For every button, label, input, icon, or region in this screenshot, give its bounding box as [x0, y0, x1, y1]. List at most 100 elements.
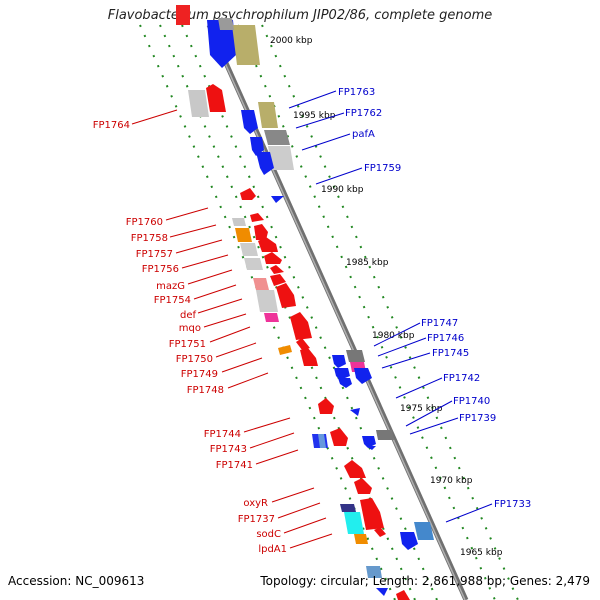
gene-box	[340, 504, 356, 512]
gene-box	[253, 278, 269, 290]
gene-label: FP1760	[126, 217, 163, 228]
gene-box	[188, 90, 209, 117]
gene-label: FP1758	[131, 233, 168, 244]
gene-box	[235, 228, 252, 242]
gene-label: FP1746	[427, 333, 464, 344]
gene-arrow	[270, 274, 286, 286]
gene-features	[176, 5, 434, 600]
gene-label: FP1743	[210, 444, 247, 455]
label-leaders	[131, 90, 493, 549]
gene-label: pafA	[352, 129, 375, 140]
gene-box	[366, 566, 382, 578]
tick-label: 2000 kbp	[270, 36, 313, 46]
genome-summary-text: Topology: circular; Length: 2,861,988 bp…	[260, 574, 590, 588]
gene-label: FP1742	[443, 373, 480, 384]
gene-arrow	[250, 137, 264, 156]
gene-box	[258, 102, 278, 128]
gene-box	[376, 430, 394, 440]
gene-arrow	[332, 355, 346, 368]
gene-label: FP1751	[169, 339, 206, 350]
gene-box	[268, 146, 294, 170]
gene-arrow	[350, 408, 360, 416]
gene-arrow	[366, 446, 376, 450]
left-gene-labels: FP1764 FP1760 FP1758 FP1757 FP1756 mazG …	[93, 120, 287, 555]
gene-arrow	[334, 368, 350, 380]
gene-label: FP1744	[204, 429, 241, 440]
gene-arrow	[354, 478, 372, 494]
map-title: Flavobacterium psychrophilum JIP02/86, c…	[107, 8, 493, 23]
gene-arrow	[354, 368, 372, 384]
gene-arrow	[206, 84, 226, 112]
gene-arrow	[264, 252, 282, 264]
gene-box	[240, 243, 258, 256]
tick-label: 1995 kbp	[293, 111, 336, 121]
gene-arrow	[374, 527, 386, 537]
gene-arrow	[240, 188, 256, 200]
tick-label: 1975 kbp	[400, 404, 443, 414]
gene-box	[256, 290, 278, 312]
kbp-tick-labels: 2000 kbp 1995 kbp 1990 kbp 1985 kbp 1980…	[270, 36, 503, 558]
gene-label: FP1740	[453, 396, 490, 407]
gene-box	[232, 25, 260, 65]
gene-arrow	[271, 196, 284, 203]
tick-label: 1985 kbp	[346, 258, 389, 268]
gene-label: FP1759	[364, 163, 401, 174]
gene-label: FP1748	[187, 385, 224, 396]
gene-arrow	[396, 590, 410, 600]
gene-label: mazG	[156, 281, 185, 292]
gene-arrow	[318, 398, 334, 414]
gene-label: FP1757	[136, 249, 173, 260]
accession-text: Accession: NC_009613	[8, 574, 145, 588]
gene-label: def	[180, 310, 197, 321]
gene-label: oxyR	[243, 498, 268, 509]
gene-label: FP1733	[494, 499, 531, 510]
right-gene-labels: FP1763 FP1762 pafA FP1759 FP1747 FP1746 …	[338, 87, 531, 510]
gene-box	[344, 512, 364, 534]
gene-arrow	[300, 348, 318, 366]
gene-box	[264, 313, 279, 322]
gene-arrow	[360, 498, 384, 530]
gene-arrow	[270, 265, 284, 274]
gene-label: FP1749	[181, 369, 218, 380]
gene-arrow	[207, 20, 236, 68]
gene-label: FP1747	[421, 318, 458, 329]
gene-box	[318, 434, 326, 448]
gene-label: FP1741	[216, 460, 253, 471]
gene-label: FP1764	[93, 120, 130, 131]
gene-box	[264, 130, 290, 145]
gene-label: FP1739	[459, 413, 496, 424]
gene-label: FP1756	[142, 264, 179, 275]
gene-arrow	[241, 110, 258, 134]
gene-label: lpdA1	[258, 544, 287, 555]
gene-arrow	[330, 428, 348, 446]
gene-arrow	[376, 588, 388, 596]
gene-arrow	[256, 152, 274, 175]
gene-box	[346, 350, 365, 362]
gene-box	[278, 345, 292, 355]
gene-label: FP1737	[238, 514, 275, 525]
gene-label: FP1745	[432, 348, 469, 359]
gene-label: FP1750	[176, 354, 213, 365]
gene-arrow	[296, 338, 310, 350]
gene-label: FP1762	[345, 108, 382, 119]
gene-box	[414, 522, 434, 540]
gene-arrow	[290, 312, 312, 340]
gene-arrow	[362, 436, 376, 448]
gene-arrow	[176, 5, 190, 25]
gene-arrow	[400, 532, 418, 550]
gene-arrow	[250, 213, 264, 222]
gene-box	[354, 534, 368, 544]
gene-label: sodC	[256, 529, 281, 540]
gene-arrow	[254, 224, 268, 240]
gene-box	[232, 218, 246, 226]
gene-label: FP1754	[154, 295, 191, 306]
gene-label: mqo	[179, 323, 201, 334]
tick-label: 1965 kbp	[460, 548, 503, 558]
gene-label: FP1763	[338, 87, 375, 98]
tick-label: 1970 kbp	[430, 476, 473, 486]
gene-arrow	[338, 378, 352, 388]
gene-arrow	[344, 460, 366, 478]
gene-arrow	[276, 283, 296, 308]
tick-label: 1990 kbp	[321, 185, 364, 195]
